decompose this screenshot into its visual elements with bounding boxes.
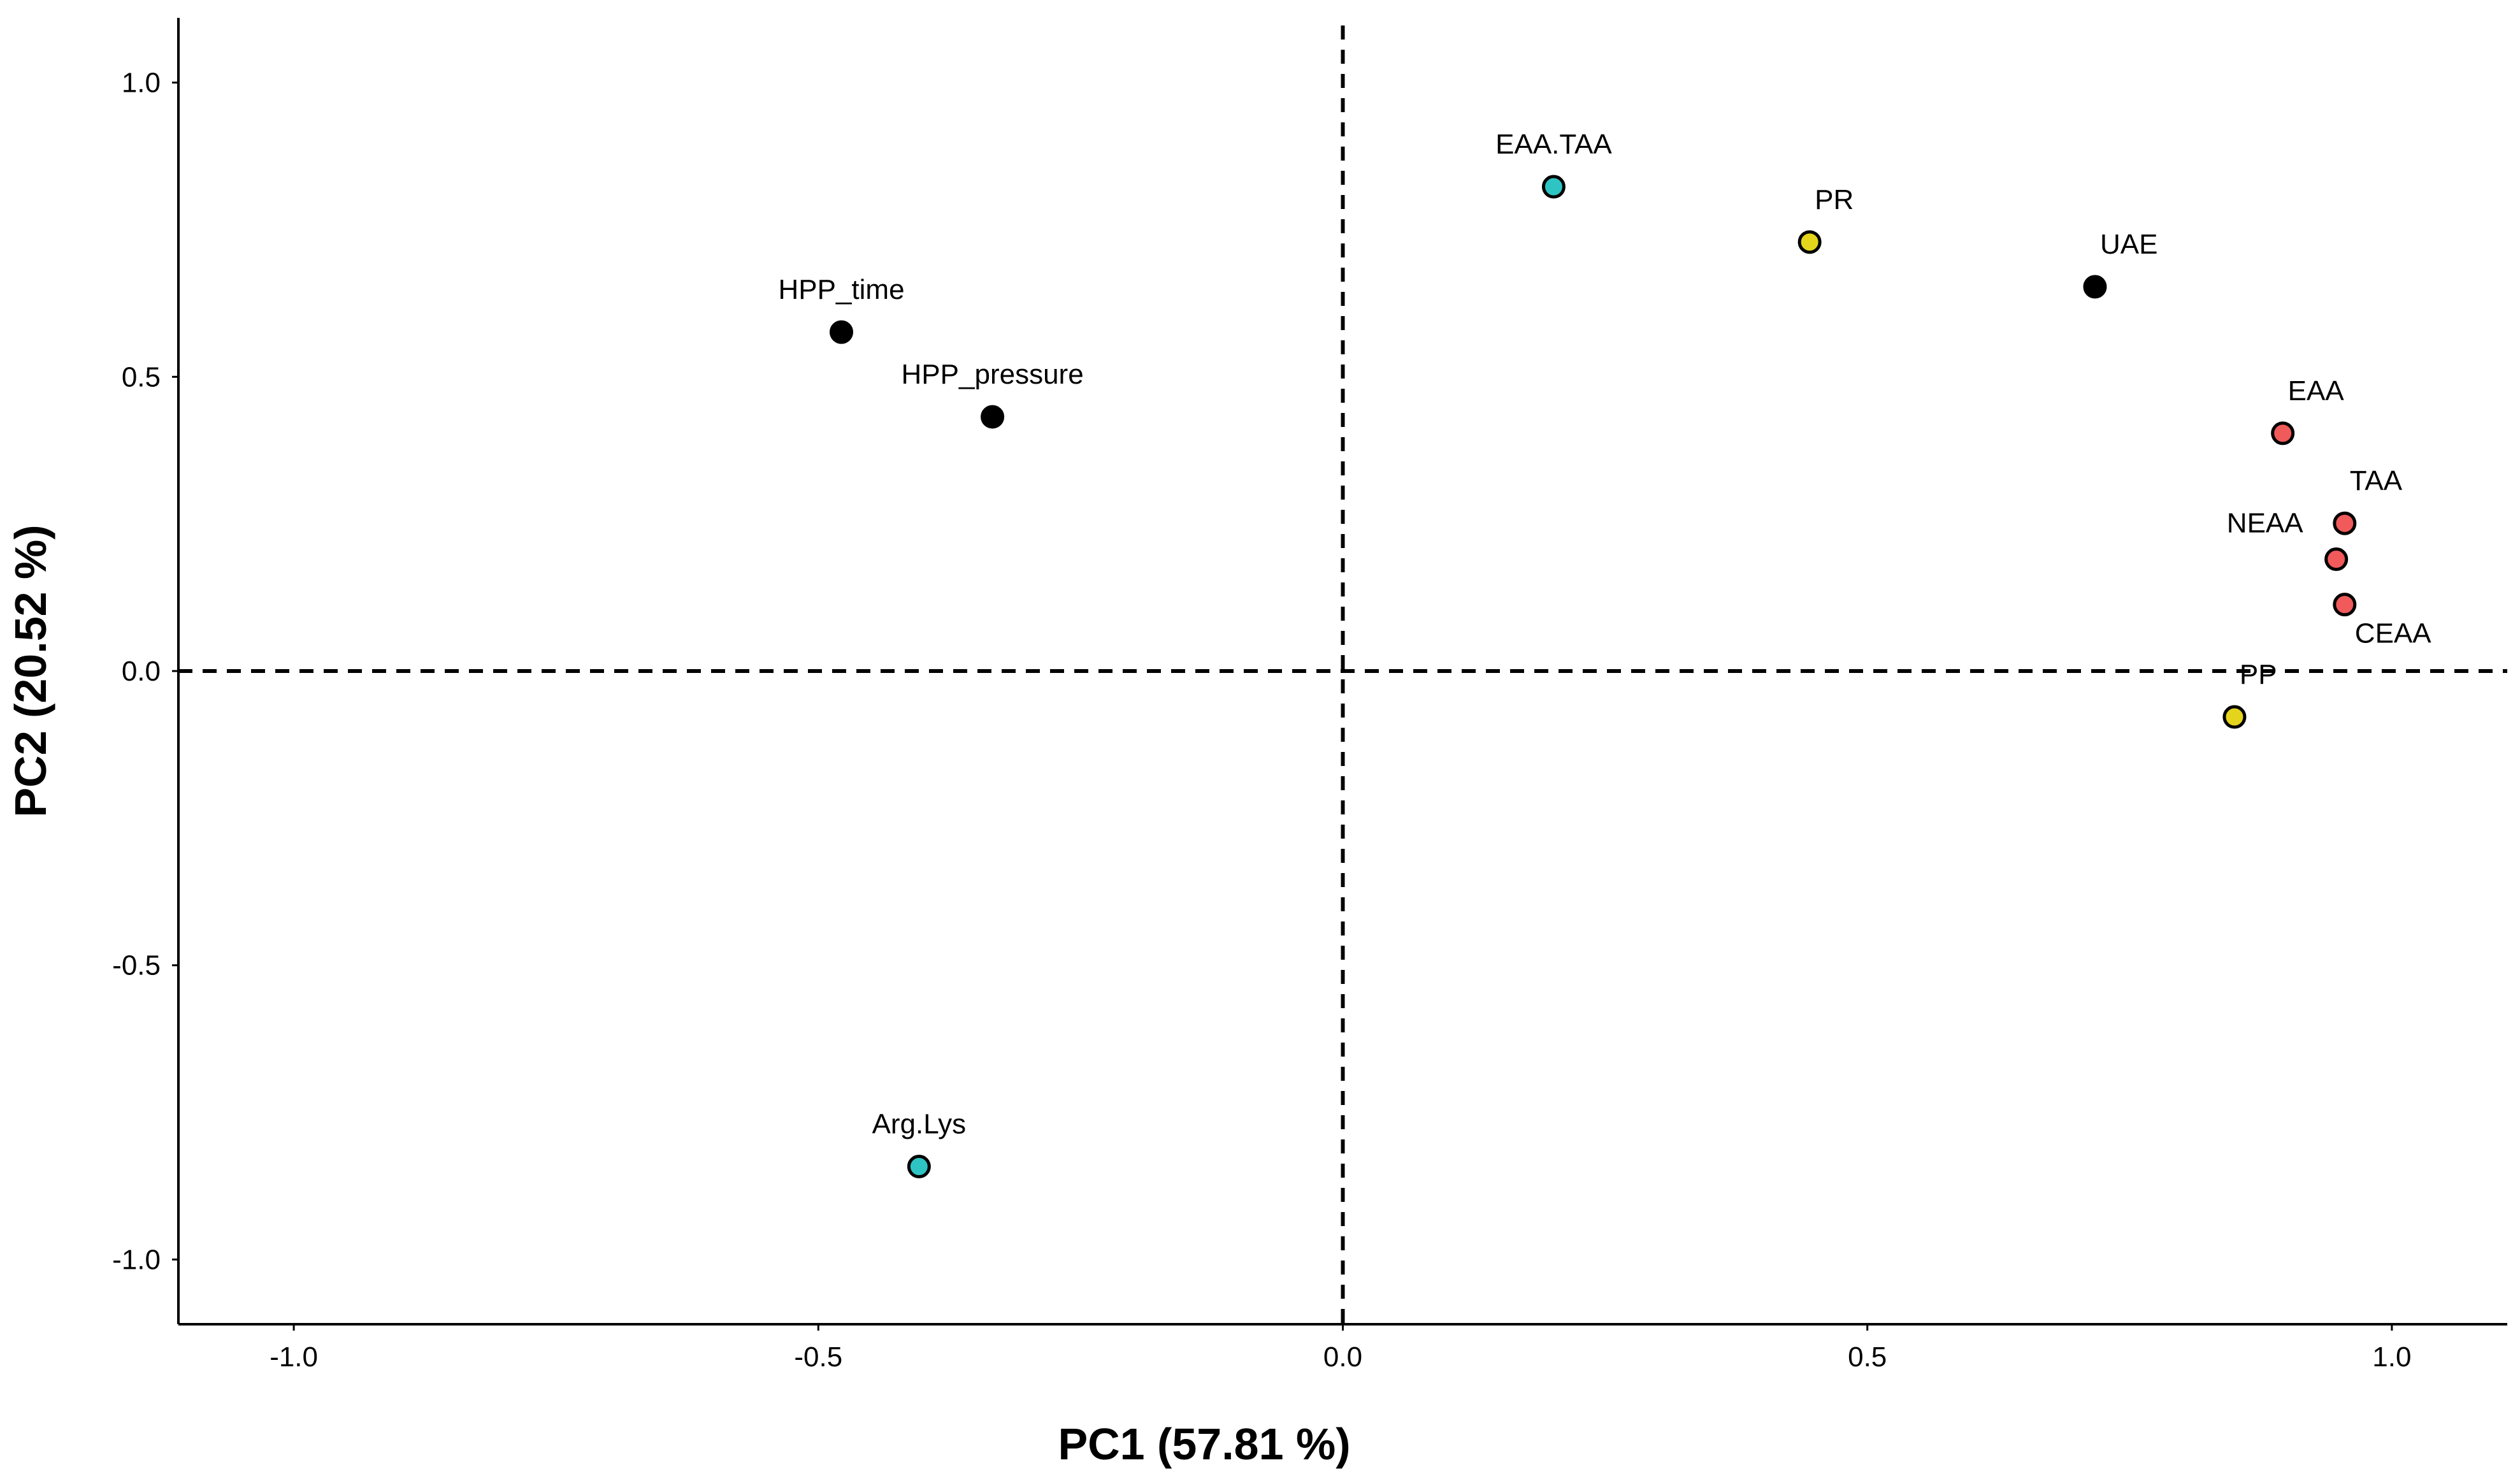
data-point-label: CEAA: [2355, 618, 2431, 649]
data-point: [830, 320, 854, 344]
data-point-label: Arg.Lys: [872, 1109, 967, 1140]
x-axis-title: PC1 (57.81 %): [1058, 1419, 1350, 1469]
data-point: [1541, 175, 1566, 199]
data-point: [981, 405, 1005, 429]
data-point: [2333, 593, 2357, 617]
data-point-label: HPP_time: [778, 274, 904, 305]
y-axis-ticks: -1.0 -0.5 0.0 0.5 1.0: [112, 68, 178, 1275]
data-point-label: NEAA: [2227, 508, 2303, 539]
data-point-label: EAA: [2288, 375, 2345, 407]
data-point-label: UAE: [2100, 229, 2157, 260]
y-tick-label: 0.5: [122, 361, 161, 393]
y-tick-label: 1.0: [122, 68, 161, 99]
x-axis-ticks: -1.0 -0.5 0.0 0.5 1.0: [270, 1324, 2411, 1373]
x-tick-label: -1.0: [270, 1341, 318, 1373]
data-point: [2271, 421, 2295, 445]
y-axis-title: PC2 (20.52 %): [6, 524, 55, 817]
x-tick-label: -0.5: [794, 1341, 842, 1373]
y-tick-label: -1.0: [112, 1244, 161, 1275]
y-tick-label: -0.5: [112, 950, 161, 981]
x-tick-label: 0.0: [1323, 1341, 1362, 1373]
data-point: [907, 1155, 931, 1179]
data-point: [2333, 511, 2357, 535]
data-point: [2083, 275, 2107, 299]
data-points: HPP_time HPP_pressure Arg.Lys EAA.TAA PR UAE E…: [778, 129, 2431, 1179]
data-point-label: HPP_pressure: [902, 359, 1084, 390]
data-point-label: PP: [2240, 659, 2277, 690]
y-tick-label: 0.0: [122, 656, 161, 687]
data-point-label: PR: [1815, 184, 1854, 215]
x-tick-label: 1.0: [2372, 1341, 2411, 1373]
data-point: [2222, 705, 2247, 729]
data-point-label: TAA: [2350, 465, 2403, 496]
data-point: [1797, 230, 1822, 254]
data-point-label: EAA.TAA: [1495, 129, 1612, 160]
x-tick-label: 0.5: [1848, 1341, 1887, 1373]
data-point: [2324, 547, 2349, 572]
